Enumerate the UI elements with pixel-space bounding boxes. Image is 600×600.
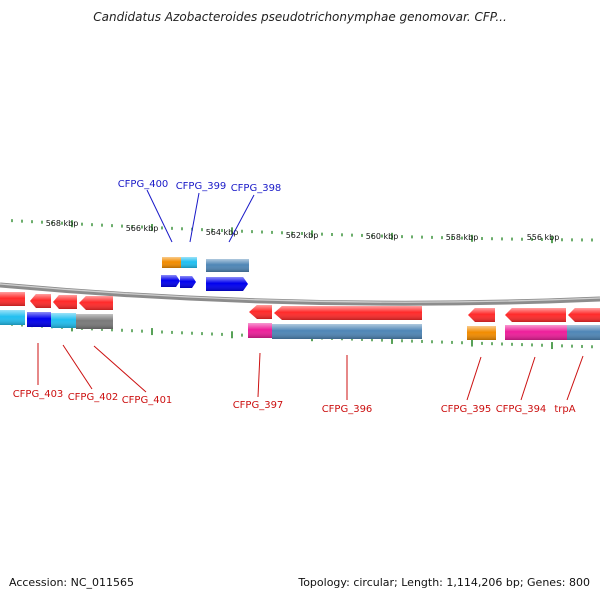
leader-line (466, 356, 482, 401)
gene-arrow-shade (568, 308, 600, 322)
leader-line (189, 192, 200, 243)
gene-arrow-shade (53, 295, 77, 309)
gene-label[interactable]: CFPG_395 (441, 404, 492, 415)
scale-label: 566 kbp (126, 224, 159, 233)
scale-labels: 568 kbp 566 kbp 564 kbp 562 kbp 560 kbp … (46, 219, 560, 242)
scale-label: 568 kbp (46, 219, 79, 228)
gene-cog-bar-shade (27, 312, 51, 327)
gene-cfpg-395[interactable] (467, 308, 496, 340)
gene-label[interactable]: CFPG_397 (233, 400, 284, 411)
gene-cfpg-400[interactable] (161, 257, 181, 287)
scale-label: 564 kbp (206, 228, 239, 237)
gene-cog-bar-shade (505, 325, 567, 340)
gene-cfpg-394[interactable] (505, 308, 567, 340)
gene-cog-bar-shade (467, 326, 496, 340)
gene-arrow-shade (79, 296, 113, 310)
leader-line (62, 344, 93, 390)
leader-line (566, 355, 584, 401)
label-leaders-reverse (37, 343, 584, 401)
gene-label[interactable]: CFPG_396 (322, 404, 373, 415)
gene-cfpg-402[interactable] (27, 294, 51, 327)
genome-backbone (0, 282, 600, 306)
leader-line (228, 194, 255, 243)
gene-cog-bar-shade (567, 325, 600, 340)
gene-cog-bar-shade (51, 313, 76, 328)
label-leaders-forward (146, 189, 255, 243)
gene-cfpg-398[interactable] (206, 259, 249, 291)
gene-labels-forward: CFPG_400 CFPG_399 CFPG_398 (118, 179, 282, 194)
genome-summary: Topology: circular; Length: 1,114,206 bp… (298, 576, 590, 589)
gene-cog-bar-shade (76, 314, 113, 329)
gene-cfpg-401[interactable] (51, 295, 77, 328)
gene-label[interactable]: CFPG_394 (496, 404, 547, 415)
leader-line (146, 189, 173, 243)
gene-arrow-shade (505, 308, 566, 322)
gene-arrow-shade (0, 292, 25, 306)
gene-label[interactable]: CFPG_403 (13, 389, 64, 400)
genome-backbone-highlight (0, 283, 600, 303)
leader-line (257, 352, 261, 398)
gene-labels-reverse: CFPG_403 CFPG_402 CFPG_401 CFPG_397 CFPG… (13, 389, 576, 415)
gene-arrow-shade (180, 276, 196, 288)
leader-line (93, 345, 147, 393)
gene-cog-bar-shade (0, 310, 25, 325)
gene-trpa[interactable] (567, 308, 600, 340)
gene-label[interactable]: CFPG_402 (68, 392, 119, 403)
gene-arrow-shade (206, 277, 248, 291)
scale-label: 560 kbp (366, 232, 399, 241)
scale-label: 562 kbp (286, 231, 319, 240)
gene-arrow-shade (468, 308, 495, 322)
gene-cog-bar-shade (181, 257, 197, 268)
gene-cfpg-397[interactable] (248, 305, 272, 338)
accession-label: Accession: NC_011565 (9, 576, 135, 589)
gene-cog-bar-shade (206, 259, 249, 272)
leader-line (520, 356, 536, 401)
scale-label: 556 kbp (527, 233, 560, 242)
gene-cfpg-399[interactable] (180, 257, 197, 288)
map-title: Candidatus Azobacteroides pseudotrichony… (93, 10, 507, 24)
gene-label[interactable]: CFPG_398 (231, 183, 282, 194)
gene-cog-bar-shade (248, 323, 272, 338)
gene-cfpg-403[interactable] (0, 292, 25, 325)
gene-arrow-shade (161, 275, 180, 287)
gene-unlabeled-1[interactable] (76, 296, 113, 329)
gene-cog-bar-shade (272, 324, 422, 339)
gene-label[interactable]: CFPG_399 (176, 181, 227, 192)
gene-arrow-shade (249, 305, 272, 319)
gene-cfpg-396[interactable] (272, 306, 422, 339)
gene-label[interactable]: CFPG_400 (118, 179, 169, 190)
gene-arrow-shade (274, 306, 422, 320)
gene-arrow-shade (30, 294, 51, 308)
gene-label[interactable]: trpA (554, 404, 575, 415)
gene-label[interactable]: CFPG_401 (122, 395, 173, 406)
scale-label: 558 kbp (446, 233, 479, 242)
gene-cog-bar-shade (162, 257, 181, 268)
